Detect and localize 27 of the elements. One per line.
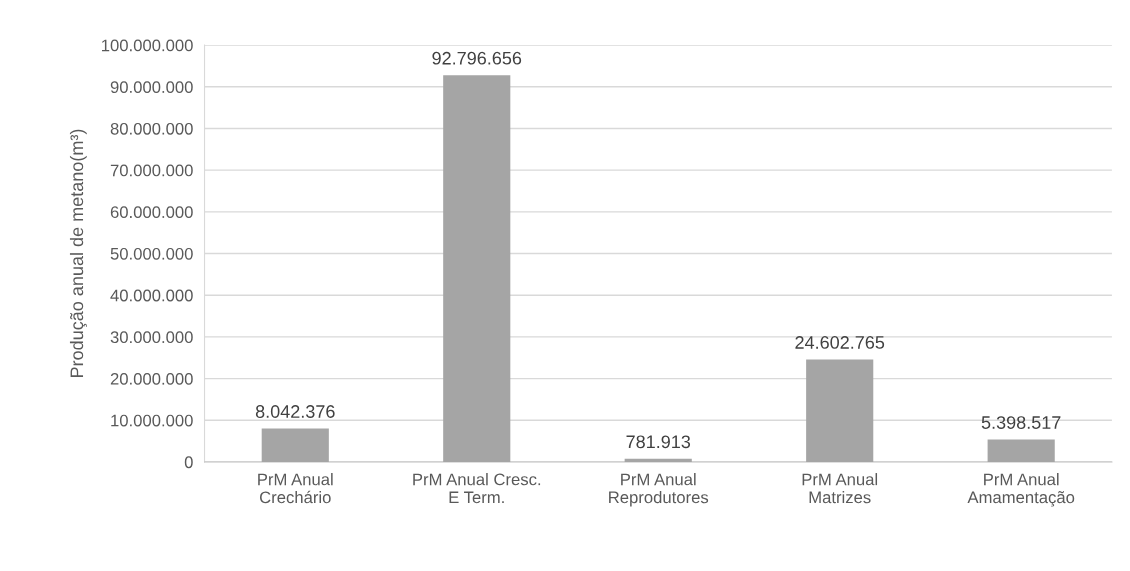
data-label: 8.042.376 <box>255 405 335 418</box>
y-tick-label: 80.000.000 <box>110 122 193 135</box>
y-tick-label: 90.000.000 <box>110 81 193 93</box>
y-tick-label: 60.000.000 <box>110 206 193 219</box>
y-tick-label: 30.000.000 <box>110 331 193 344</box>
y-tick-label: 40.000.000 <box>110 289 193 302</box>
x-tick-label: PrM Anual Crechário <box>258 473 333 504</box>
data-label: 5.398.517 <box>981 416 1061 429</box>
x-tick-label: PrM Anual Amamentação <box>967 473 1075 507</box>
y-tick-label: 50.000.000 <box>110 247 193 260</box>
data-label: 92.796.656 <box>432 51 522 65</box>
y-tick-label: 20.000.000 <box>110 372 193 385</box>
bar <box>806 359 874 462</box>
y-tick-label: 0 <box>184 456 193 469</box>
bar <box>987 439 1055 462</box>
y-axis-title: Produção anual de metano(m³) <box>69 129 87 377</box>
data-label: 24.602.765 <box>795 336 885 349</box>
y-tick-label: 100.000.000 <box>102 39 193 52</box>
x-tick-label: PrM Anual Matrizes <box>802 473 878 504</box>
bar <box>261 428 329 462</box>
x-tick-label: PrM Anual Cresc. E Term. <box>413 473 541 504</box>
y-tick-label: 10.000.000 <box>111 414 193 427</box>
y-tick-label: 70.000.000 <box>110 164 193 177</box>
bar <box>443 75 511 462</box>
x-tick-label: PrM Anual Reprodutores <box>609 473 709 507</box>
data-label: 781.913 <box>626 435 691 449</box>
bar <box>624 458 692 462</box>
